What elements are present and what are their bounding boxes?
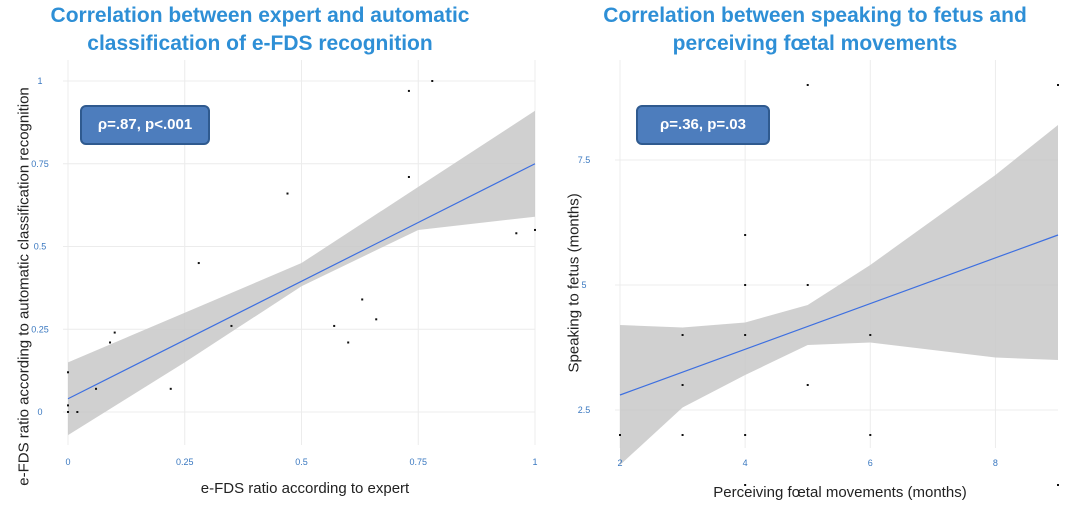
chart2-data-point — [681, 334, 684, 336]
chart2-fit-line — [619, 234, 1059, 396]
chart2-x-tick-label: 4 — [743, 458, 748, 468]
chart1-x-tick-label: 0.75 — [409, 457, 427, 467]
chart1-data-point — [95, 387, 98, 390]
chart2-data-point — [1057, 84, 1059, 86]
chart2-confidence-band — [620, 125, 1058, 465]
chart1-y-tick-label: 0.5 — [34, 242, 47, 252]
chart2-y-tick-label: 5 — [581, 280, 586, 290]
chart2-data-point — [744, 484, 747, 486]
chart2-data-point — [869, 434, 872, 436]
chart1-data-point — [515, 232, 518, 235]
chart2-data-point — [806, 284, 809, 286]
chart2-y-axis-label: Speaking to fetus (months) — [565, 193, 583, 373]
chart2-data-point — [744, 284, 747, 286]
chart1-data-point — [286, 192, 289, 195]
chart1-data-point — [67, 371, 69, 374]
chart2-y-tick-label: 2.5 — [578, 405, 591, 415]
chart1-data-point — [534, 228, 536, 231]
chart2-x-tick-label: 2 — [617, 458, 622, 468]
chart1-y-axis-label: e-FDS ratio according to automatic class… — [15, 87, 33, 486]
chart1-y-tick-label: 0.25 — [31, 324, 49, 334]
chart2-x-tick-label: 6 — [868, 458, 873, 468]
chart1-data-point — [76, 411, 79, 413]
chart1-data-point — [113, 331, 116, 334]
chart2-data-point — [744, 334, 747, 336]
chart2-title-line1: Correlation between speaking to fetus an… — [603, 4, 1027, 27]
chart1-data-point — [347, 341, 350, 344]
chart1-x-tick-label: 0.25 — [176, 457, 194, 467]
chart2-title: Correlation between speaking to fetus an… — [565, 2, 1065, 58]
chart1-data-point — [407, 175, 410, 178]
chart1-data-point — [407, 89, 410, 92]
chart2-plot: 2 4 6 8 2.5 5 7.5 — [578, 60, 1059, 486]
chart1-title: Correlation between expert and automatic… — [10, 2, 510, 58]
chart2-data-point — [806, 384, 809, 386]
chart1-x-axis-label: e-FDS ratio according to expert — [200, 480, 410, 497]
chart2-data-point — [744, 434, 747, 436]
chart1-fit-line — [67, 163, 536, 400]
chart1-title-line1: Correlation between expert and automatic — [50, 4, 470, 27]
chart2-x-axis-label: Perceiving fœtal movements (months) — [713, 484, 967, 501]
chart2-data-point — [681, 434, 684, 436]
chart1-correlation-badge: ρ=.87, p<.001 — [80, 105, 210, 145]
chart1-data-point — [230, 324, 233, 327]
chart1-x-tick-label: 0.5 — [295, 457, 308, 467]
chart2-data-point — [869, 334, 872, 336]
chart2-title-line2: perceiving fœtal movements — [672, 32, 958, 55]
chart1-title-line2: classification of e-FDS recognition — [87, 32, 433, 55]
chart1-y-tick-label: 1 — [37, 76, 42, 86]
chart2-y-tick-label: 7.5 — [578, 155, 591, 165]
chart2-data-point — [1057, 484, 1059, 486]
chart1-data-point — [169, 387, 172, 390]
chart1-data-point — [333, 324, 336, 327]
chart1-x-tick-label: 0 — [65, 457, 70, 467]
chart2-data-point — [806, 84, 809, 86]
chart1-data-point — [431, 80, 434, 82]
chart1-data-point — [67, 411, 69, 413]
chart1-confidence-band — [68, 110, 535, 436]
chart1-data-point — [375, 318, 378, 321]
chart1-data-point — [197, 262, 200, 265]
chart2-data-point — [744, 234, 747, 236]
chart1-y-tick-label: 0 — [37, 407, 42, 417]
chart1-y-tick-label: 0.75 — [31, 159, 49, 169]
chart1-data-point — [67, 404, 69, 407]
chart1-data-point — [361, 298, 364, 301]
chart1-data-point — [109, 341, 112, 344]
chart2-data-point — [681, 384, 684, 386]
chart1-x-tick-label: 1 — [532, 457, 537, 467]
chart2-correlation-badge: ρ=.36, p=.03 — [636, 105, 770, 145]
chart2-x-tick-label: 8 — [993, 458, 998, 468]
chart2-data-point — [619, 434, 621, 436]
chart1-plot: 0 0.25 0.5 0.75 1 0 0.25 0.5 0.75 1 — [31, 60, 538, 467]
